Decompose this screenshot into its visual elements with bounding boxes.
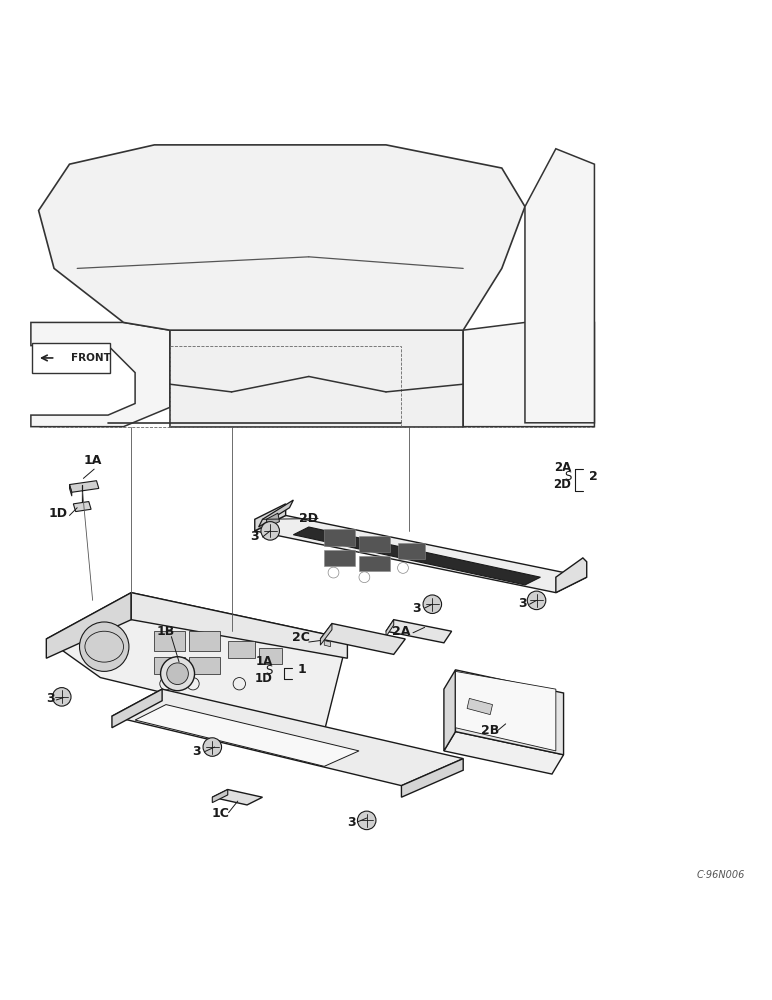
Polygon shape	[154, 657, 185, 674]
Text: 2D: 2D	[300, 512, 318, 525]
Polygon shape	[112, 689, 463, 786]
Text: 3: 3	[518, 597, 527, 610]
Text: 1B: 1B	[157, 625, 175, 638]
Polygon shape	[189, 657, 220, 674]
Polygon shape	[386, 620, 394, 637]
Polygon shape	[293, 527, 540, 585]
Polygon shape	[266, 513, 279, 527]
Text: 3: 3	[250, 530, 259, 543]
Text: 1D: 1D	[255, 672, 273, 685]
Polygon shape	[154, 631, 185, 651]
Polygon shape	[46, 593, 347, 732]
Circle shape	[52, 688, 71, 706]
Polygon shape	[255, 515, 587, 593]
Polygon shape	[359, 536, 390, 552]
Text: 1C: 1C	[211, 807, 229, 820]
Text: 3: 3	[412, 602, 422, 615]
Polygon shape	[212, 790, 262, 805]
Polygon shape	[320, 624, 332, 645]
Text: 1A: 1A	[83, 454, 102, 467]
Polygon shape	[255, 504, 286, 531]
Text: 2B: 2B	[481, 724, 499, 737]
Circle shape	[261, 522, 279, 540]
Text: 2C: 2C	[292, 631, 310, 644]
Polygon shape	[69, 481, 99, 492]
Polygon shape	[324, 550, 355, 566]
Circle shape	[80, 622, 129, 671]
Polygon shape	[324, 641, 330, 647]
Polygon shape	[189, 631, 220, 651]
Polygon shape	[228, 641, 255, 658]
Circle shape	[527, 591, 546, 610]
Text: 3: 3	[347, 816, 356, 829]
Polygon shape	[69, 485, 72, 496]
Polygon shape	[467, 698, 493, 715]
Polygon shape	[359, 556, 390, 571]
Polygon shape	[131, 593, 347, 658]
Text: FRONT: FRONT	[71, 353, 111, 363]
Circle shape	[203, 738, 222, 756]
Text: 2A: 2A	[392, 625, 411, 638]
Polygon shape	[259, 500, 293, 527]
Polygon shape	[455, 671, 556, 751]
Text: C·96N006: C·96N006	[696, 870, 745, 880]
Circle shape	[161, 657, 195, 691]
Text: 3: 3	[46, 692, 55, 705]
Polygon shape	[320, 624, 405, 654]
Polygon shape	[39, 145, 525, 330]
Polygon shape	[135, 705, 359, 766]
Polygon shape	[463, 322, 594, 427]
Polygon shape	[398, 543, 425, 559]
Text: 2A: 2A	[554, 461, 571, 474]
Polygon shape	[170, 330, 463, 427]
Polygon shape	[212, 790, 228, 803]
Circle shape	[423, 595, 442, 613]
FancyBboxPatch shape	[32, 343, 110, 373]
Polygon shape	[386, 620, 452, 643]
Polygon shape	[401, 759, 463, 797]
Polygon shape	[259, 648, 282, 664]
Polygon shape	[112, 689, 162, 728]
Text: S: S	[564, 470, 571, 483]
Text: 1A: 1A	[256, 655, 273, 668]
Polygon shape	[455, 670, 564, 755]
Text: 1: 1	[298, 663, 306, 676]
Polygon shape	[444, 732, 564, 774]
Text: 1D: 1D	[49, 507, 67, 520]
Polygon shape	[31, 322, 170, 427]
Polygon shape	[444, 670, 455, 751]
Text: S: S	[265, 664, 273, 677]
Polygon shape	[46, 593, 131, 658]
Circle shape	[167, 663, 188, 685]
Text: 2D: 2D	[554, 478, 571, 491]
Circle shape	[357, 811, 376, 830]
Polygon shape	[525, 149, 594, 423]
Text: 2: 2	[589, 470, 598, 483]
Text: 3: 3	[192, 745, 201, 758]
Polygon shape	[73, 502, 91, 512]
Polygon shape	[556, 558, 587, 593]
Polygon shape	[324, 529, 355, 546]
